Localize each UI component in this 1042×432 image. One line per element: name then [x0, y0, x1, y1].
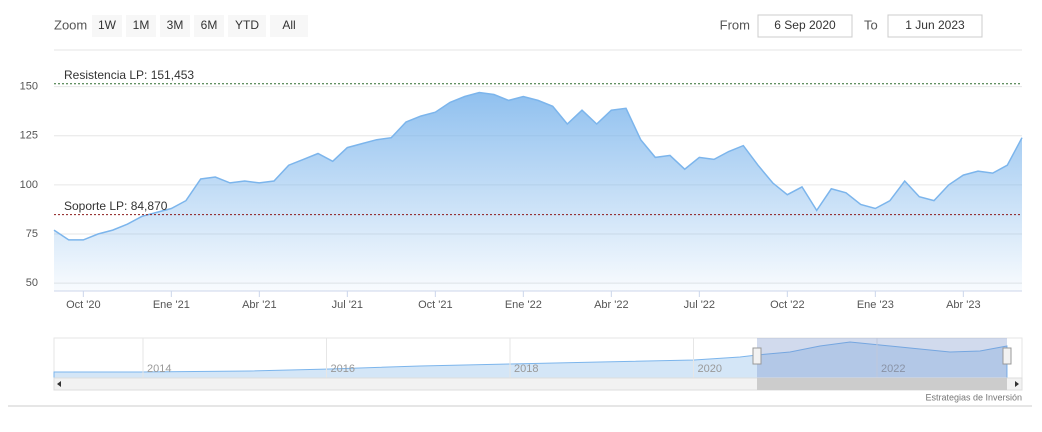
area — [54, 92, 1022, 291]
navigator-area — [53, 341, 1008, 379]
y-tick-label: 125 — [20, 130, 38, 142]
credits: Estrategias de Inversión — [925, 392, 1022, 402]
zoom-button[interactable] — [228, 15, 266, 37]
zoom-button[interactable] — [160, 15, 190, 37]
to-input[interactable] — [887, 14, 983, 38]
zoom-button-label[interactable]: 1M — [133, 18, 150, 32]
x-tick-label: Abr '21 — [242, 299, 277, 311]
from-value[interactable]: 6 Sep 2020 — [774, 18, 836, 32]
x-tick-label: Ene '23 — [857, 299, 894, 311]
zoom-button-label[interactable]: YTD — [235, 18, 259, 32]
zoom-label: Zoom — [54, 17, 87, 32]
x-tick-label: Abr '22 — [594, 299, 629, 311]
zoom-button[interactable] — [270, 15, 308, 37]
from-label: From — [720, 17, 750, 32]
x-tick-label: Oct '20 — [66, 299, 101, 311]
x-tick-label: Jul '22 — [684, 299, 715, 311]
zoom-button[interactable] — [194, 15, 224, 37]
plot-line-label: Soporte LP: 84,870 — [64, 199, 168, 213]
zoom-button-label[interactable]: All — [282, 18, 295, 32]
plot-area: 50 75 100 125 150 Oct '20 Ene '21 Abr '21 Jul '2… — [20, 68, 1023, 311]
line — [53, 91, 1023, 241]
y-tick-label: 75 — [26, 228, 38, 240]
navigator-label: 2016 — [331, 363, 355, 375]
navigator-label: 2022 — [881, 363, 905, 375]
x-tick-label: Abr '23 — [946, 299, 981, 311]
x-tick-label: Jul '21 — [332, 299, 363, 311]
y-tick-label: 100 — [20, 179, 38, 191]
zoom-button-label[interactable]: 1W — [98, 18, 117, 32]
x-tick-label: Oct '21 — [418, 299, 453, 311]
plot-line-label: Resistencia LP: 151,453 — [64, 68, 194, 82]
y-tick-label: 50 — [26, 277, 38, 289]
zoom-button-label[interactable]: 6M — [201, 18, 218, 32]
y-tick-label: 150 — [20, 81, 38, 93]
scrollbar-thumb[interactable] — [757, 378, 1007, 390]
navigator-axis: 2014 2016 2018 2020 2022 — [142, 338, 905, 378]
x-tick-label: Oct '22 — [770, 299, 805, 311]
navigator-label: 2018 — [514, 363, 538, 375]
zoom-button-label[interactable]: 3M — [167, 18, 184, 32]
navigator-handle[interactable] — [752, 347, 762, 365]
from-input[interactable] — [757, 14, 853, 38]
navigator-label: 2014 — [147, 363, 171, 375]
zoom-buttons: 1W 1M 3M 6M YTD All — [92, 15, 308, 37]
navigator-label: 2020 — [698, 363, 722, 375]
zoom-button[interactable] — [126, 15, 156, 37]
to-value[interactable]: 1 Jun 2023 — [905, 18, 965, 32]
zoom-button[interactable] — [92, 15, 122, 37]
navigator-selection[interactable] — [757, 338, 1007, 378]
navigator: 2014 2016 2018 2020 2022 — [53, 337, 1023, 391]
x-tick-label: Ene '22 — [505, 299, 542, 311]
to-label: To — [864, 17, 878, 32]
navigator-handle[interactable] — [1002, 347, 1012, 365]
x-tick-label: Ene '21 — [153, 299, 190, 311]
